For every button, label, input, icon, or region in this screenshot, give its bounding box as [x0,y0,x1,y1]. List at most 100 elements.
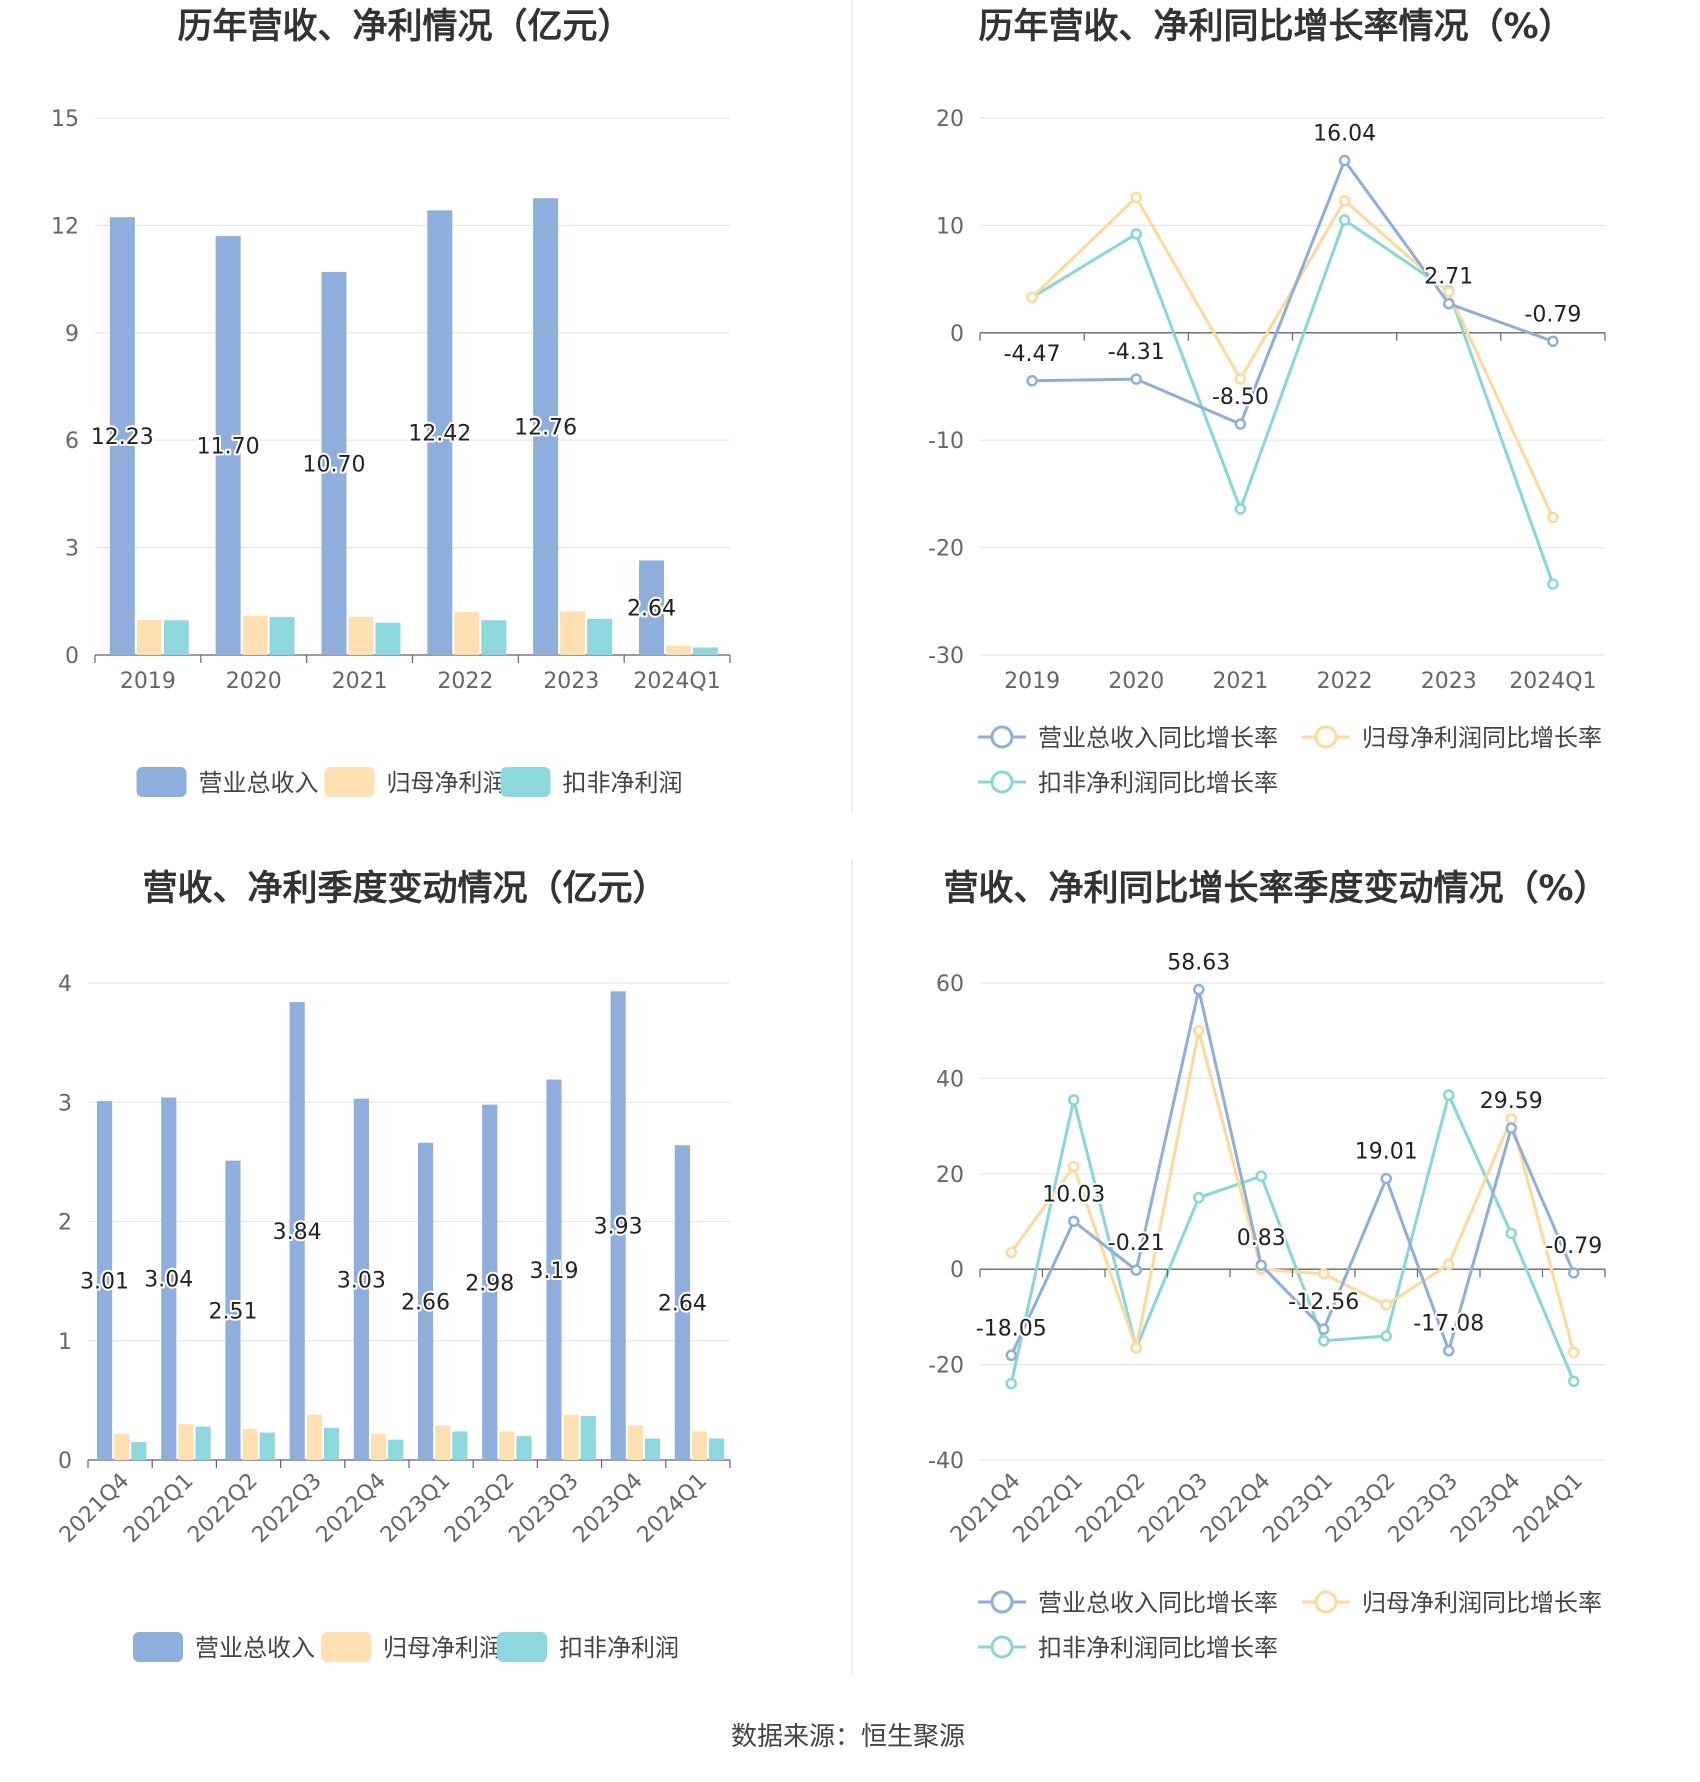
data-point [1380,1330,1392,1342]
data-point [1130,191,1142,204]
data-label: 16.04 [1313,122,1376,147]
y-tick-label: -20 [928,537,964,562]
bar [692,647,718,655]
bar [482,1104,498,1460]
data-point [1318,1323,1330,1335]
data-point [1255,1259,1267,1271]
bar [269,617,295,655]
legend: 营业总收入 归母净利润 扣非净利润 [133,1632,679,1662]
bar-series [131,1415,725,1460]
data-label: 10.70 [302,452,365,477]
data-point [1193,983,1205,996]
y-tick-label: -30 [928,644,964,669]
legend-marker [990,725,1014,749]
bar [691,1431,708,1460]
x-tick-label: 2024Q1 [633,669,720,694]
y-tick-label: 1 [58,1330,72,1355]
data-point [1130,373,1142,385]
data-point [1505,1113,1517,1125]
data-source-note: 数据来源：恒生聚源 [731,1722,965,1752]
data-label: 0.83 [1237,1226,1286,1251]
bar [709,1438,725,1460]
series-line [1031,218,1555,585]
bar [674,1145,690,1460]
data-point [1443,297,1455,310]
x-tick-label: 2022Q3 [248,1469,327,1548]
data-point [1026,291,1038,304]
data-label: -4.31 [1108,340,1165,365]
x-tick-label: 2023Q2 [440,1469,519,1548]
x-tick-label: 2021 [332,669,388,694]
bar [533,198,559,655]
data-label: -18.05 [976,1316,1047,1341]
data-label: 19.01 [1355,1140,1418,1165]
bar-series [109,198,664,655]
chart-title: 营收、净利同比增长率季度变动情况（%） [943,869,1608,909]
x-tick-label: 2019 [1004,669,1060,694]
bar [627,1425,643,1460]
quarterly-revenue-profit-bar-chart: 营收、净利季度变动情况（亿元） 0 1 2 3 4 3.01 3.04 2.51 3.84 3.03… [55,869,731,1662]
line-series [1005,983,1580,1362]
data-point [1443,286,1455,298]
bar [560,611,586,655]
legend: 营业总收入 归母净利润 扣非净利润 [136,767,683,797]
bar [96,1101,113,1460]
bar [370,1433,387,1460]
y-tick-label: 40 [936,1067,964,1092]
data-point [1380,1172,1392,1185]
bar [178,1424,194,1460]
data-point [1568,1346,1580,1359]
data-point [1547,511,1559,524]
data-point [1443,1344,1455,1357]
legend-swatch [497,1632,547,1662]
legend-label: 营业总收入 [199,769,319,797]
data-label: -0.79 [1524,302,1581,327]
data-label: 12.76 [514,416,577,441]
bar [481,620,507,655]
y-tick-label: 10 [936,214,964,239]
data-point [1338,154,1351,167]
data-label: 2.71 [1424,265,1473,290]
bar [375,622,401,655]
x-tick-label: 2024Q1 [633,1469,712,1548]
data-point [1026,375,1038,387]
bar [289,1002,305,1460]
bar [161,1097,177,1460]
line-series [1026,154,1559,430]
bar [136,619,162,655]
x-tick-label: 2023 [1421,669,1477,694]
x-tick-label: 2021 [1212,669,1268,694]
y-tick-label: 20 [936,107,964,132]
data-label: 3.84 [273,1220,322,1245]
y-tick-label: 60 [936,972,964,997]
data-point [1547,578,1559,590]
data-point [1005,1377,1017,1390]
x-tick-label: 2022Q4 [312,1469,391,1548]
bar-series [163,617,718,655]
data-point [1193,1191,1205,1204]
legend-item: 归母净利润 [324,767,507,797]
legend-swatch [133,1632,183,1662]
data-label: -8.50 [1212,385,1269,410]
legend-item: 扣非净利润同比增长率 [978,769,1278,797]
x-tick-label: 2022Q2 [183,1469,262,1548]
data-label: -12.56 [1288,1290,1359,1315]
chart-title: 历年营收、净利同比增长率情况（%） [978,7,1573,47]
x-tick-label: 2021Q4 [55,1469,134,1548]
legend-label: 扣非净利润同比增长率 [1038,1634,1278,1662]
data-label: 29.59 [1480,1089,1543,1114]
legend-label: 扣非净利润同比增长率 [1038,769,1278,797]
data-point [1568,1375,1580,1388]
bar [427,210,453,655]
bar [242,615,268,655]
x-tick-label: 2023Q3 [504,1469,583,1548]
data-label: 2.64 [627,597,676,622]
y-tick-label: 0 [58,1449,72,1474]
bar-series [96,991,690,1460]
x-tick-label: 2022 [437,669,493,694]
chart-title: 营收、净利季度变动情况（亿元） [142,869,667,909]
x-tick-label: 2022 [1317,669,1373,694]
data-point [1255,1170,1267,1182]
y-tick-label: -40 [928,1449,964,1474]
